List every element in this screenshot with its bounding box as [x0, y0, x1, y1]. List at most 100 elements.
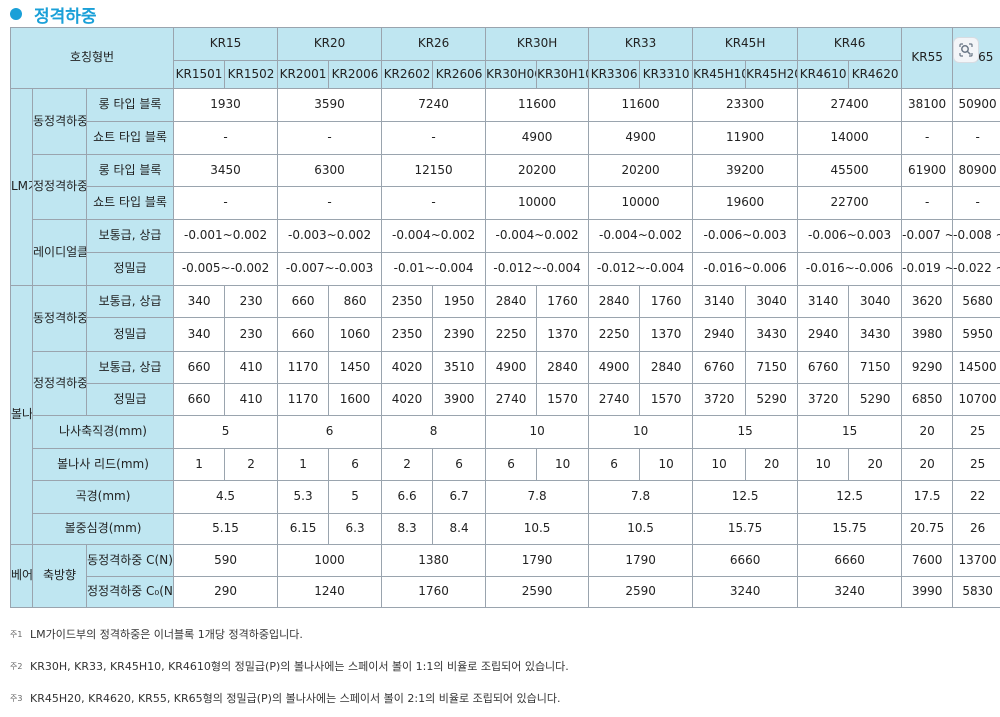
header-corner: 호칭형번 [9, 27, 175, 89]
value-cell: -0.006~0.003 [797, 219, 903, 253]
value-cell: 860 [328, 285, 383, 318]
value-cell: 1060 [328, 317, 383, 352]
row-label: 보통급, 상급 [85, 285, 175, 318]
value-cell: 1760 [381, 576, 487, 608]
value-cell: 1930 [173, 88, 279, 122]
value-cell: 3430 [745, 317, 799, 352]
value-cell: 12.5 [797, 480, 903, 514]
value-cell: 6.3 [328, 513, 383, 545]
value-cell: 45500 [797, 154, 903, 187]
rated-load-table: 호칭형번 KR15 KR20 KR26 KR30H KR33 KR45H KR46 KR55 KR… [9, 27, 1000, 640]
value-cell: 3140 [692, 285, 747, 318]
value-cell: 13700 [952, 544, 1000, 577]
model-sub-header: KR2606 [432, 60, 487, 89]
value-cell: -0.007 ~0.004 [901, 219, 954, 253]
value-cell: 2840 [639, 351, 694, 384]
value-cell: 6 [328, 448, 383, 481]
value-cell: 2840 [588, 285, 641, 318]
value-cell: 4.5 [173, 480, 279, 514]
value-cell: 7.8 [588, 480, 694, 514]
value-cell: 80900 [952, 154, 1000, 187]
value-cell: 4900 [485, 351, 538, 384]
model-sub-header: KR2602 [381, 60, 434, 89]
value-cell: -0.016~-0.006 [797, 252, 903, 286]
value-cell: 10 [797, 448, 850, 481]
value-cell: 4020 [381, 351, 434, 384]
value-cell: 10700 [952, 383, 1000, 416]
row-label: 동정격하중 C(N) [85, 544, 175, 577]
value-cell: 15 [797, 415, 903, 449]
value-cell: 7150 [848, 351, 903, 384]
value-cell: 10 [692, 448, 747, 481]
value-cell: 5.15 [173, 513, 279, 545]
value-cell: 61900 [901, 154, 954, 187]
model-sub-header: KR4610 [797, 60, 850, 89]
model-header: KR55 [901, 27, 954, 89]
row-label: 곡경(mm) [31, 480, 175, 514]
value-cell: 6760 [797, 351, 850, 384]
value-cell: 2350 [381, 317, 434, 352]
value-cell: 590 [173, 544, 279, 577]
value-cell: 3720 [692, 383, 747, 416]
model-sub-header: KR1502 [224, 60, 279, 89]
value-cell: 3990 [901, 576, 954, 608]
value-cell: 5.3 [277, 480, 330, 514]
value-cell: 410 [224, 383, 279, 416]
value-cell: 1 [173, 448, 226, 481]
value-cell: -0.012~-0.004 [485, 252, 590, 286]
value-cell: -0.004~0.002 [588, 219, 694, 253]
model-group-header: KR46 [797, 27, 903, 61]
note-mark: 주2 [10, 661, 23, 671]
value-cell: 20.75 [901, 513, 954, 545]
value-cell: 3980 [901, 317, 954, 352]
value-cell: 20200 [588, 154, 694, 187]
value-cell: -0.004~0.002 [381, 219, 487, 253]
model-sub-header: KR30H06 [485, 60, 538, 89]
value-cell: 6.15 [277, 513, 330, 545]
value-cell: 2 [381, 448, 434, 481]
value-cell: 2590 [485, 576, 590, 608]
value-cell: 6760 [692, 351, 747, 384]
value-cell: 1790 [485, 544, 590, 577]
value-cell: 10 [485, 415, 590, 449]
value-cell: 5290 [745, 383, 799, 416]
value-cell: 6 [485, 448, 538, 481]
value-cell: 12150 [381, 154, 487, 187]
value-cell: 1760 [536, 285, 590, 318]
value-cell: 19600 [692, 186, 799, 220]
row-label: 보통급, 상급 [85, 219, 175, 253]
value-cell: 3240 [692, 576, 799, 608]
value-cell: 6300 [277, 154, 383, 187]
value-cell: 6660 [797, 544, 903, 577]
value-cell: 340 [173, 317, 226, 352]
value-cell: 3140 [797, 285, 850, 318]
section-title-text: 정격하중 [34, 6, 97, 27]
model-sub-header: KR4620 [848, 60, 903, 89]
value-cell: 1570 [536, 383, 590, 416]
value-cell: 5680 [952, 285, 1000, 318]
value-cell: 1370 [639, 317, 694, 352]
value-cell: 2940 [692, 317, 747, 352]
value-cell: 5 [173, 415, 279, 449]
note-mark: 주3 [10, 693, 23, 703]
value-cell: 3240 [797, 576, 903, 608]
value-cell: -0.008 ~0.004 [952, 219, 1000, 253]
value-cell: 2740 [588, 383, 641, 416]
value-cell: 6 [588, 448, 641, 481]
visual-search-icon[interactable] [953, 37, 979, 63]
value-cell: 1370 [536, 317, 590, 352]
value-cell: 1760 [639, 285, 694, 318]
value-cell: 7600 [901, 544, 954, 577]
row-label: 보통급, 상급 [85, 351, 175, 384]
value-cell: 660 [173, 383, 226, 416]
value-cell: -0.016~0.006 [692, 252, 799, 286]
value-cell: 10 [536, 448, 590, 481]
value-cell: 2250 [588, 317, 641, 352]
value-cell: 1950 [432, 285, 487, 318]
model-group-header: KR30H [485, 27, 590, 61]
value-cell: - [173, 186, 279, 220]
value-cell: 3040 [745, 285, 799, 318]
value-cell: 1600 [328, 383, 383, 416]
model-sub-header: KR3310 [639, 60, 694, 89]
value-cell: 14000 [797, 121, 903, 155]
